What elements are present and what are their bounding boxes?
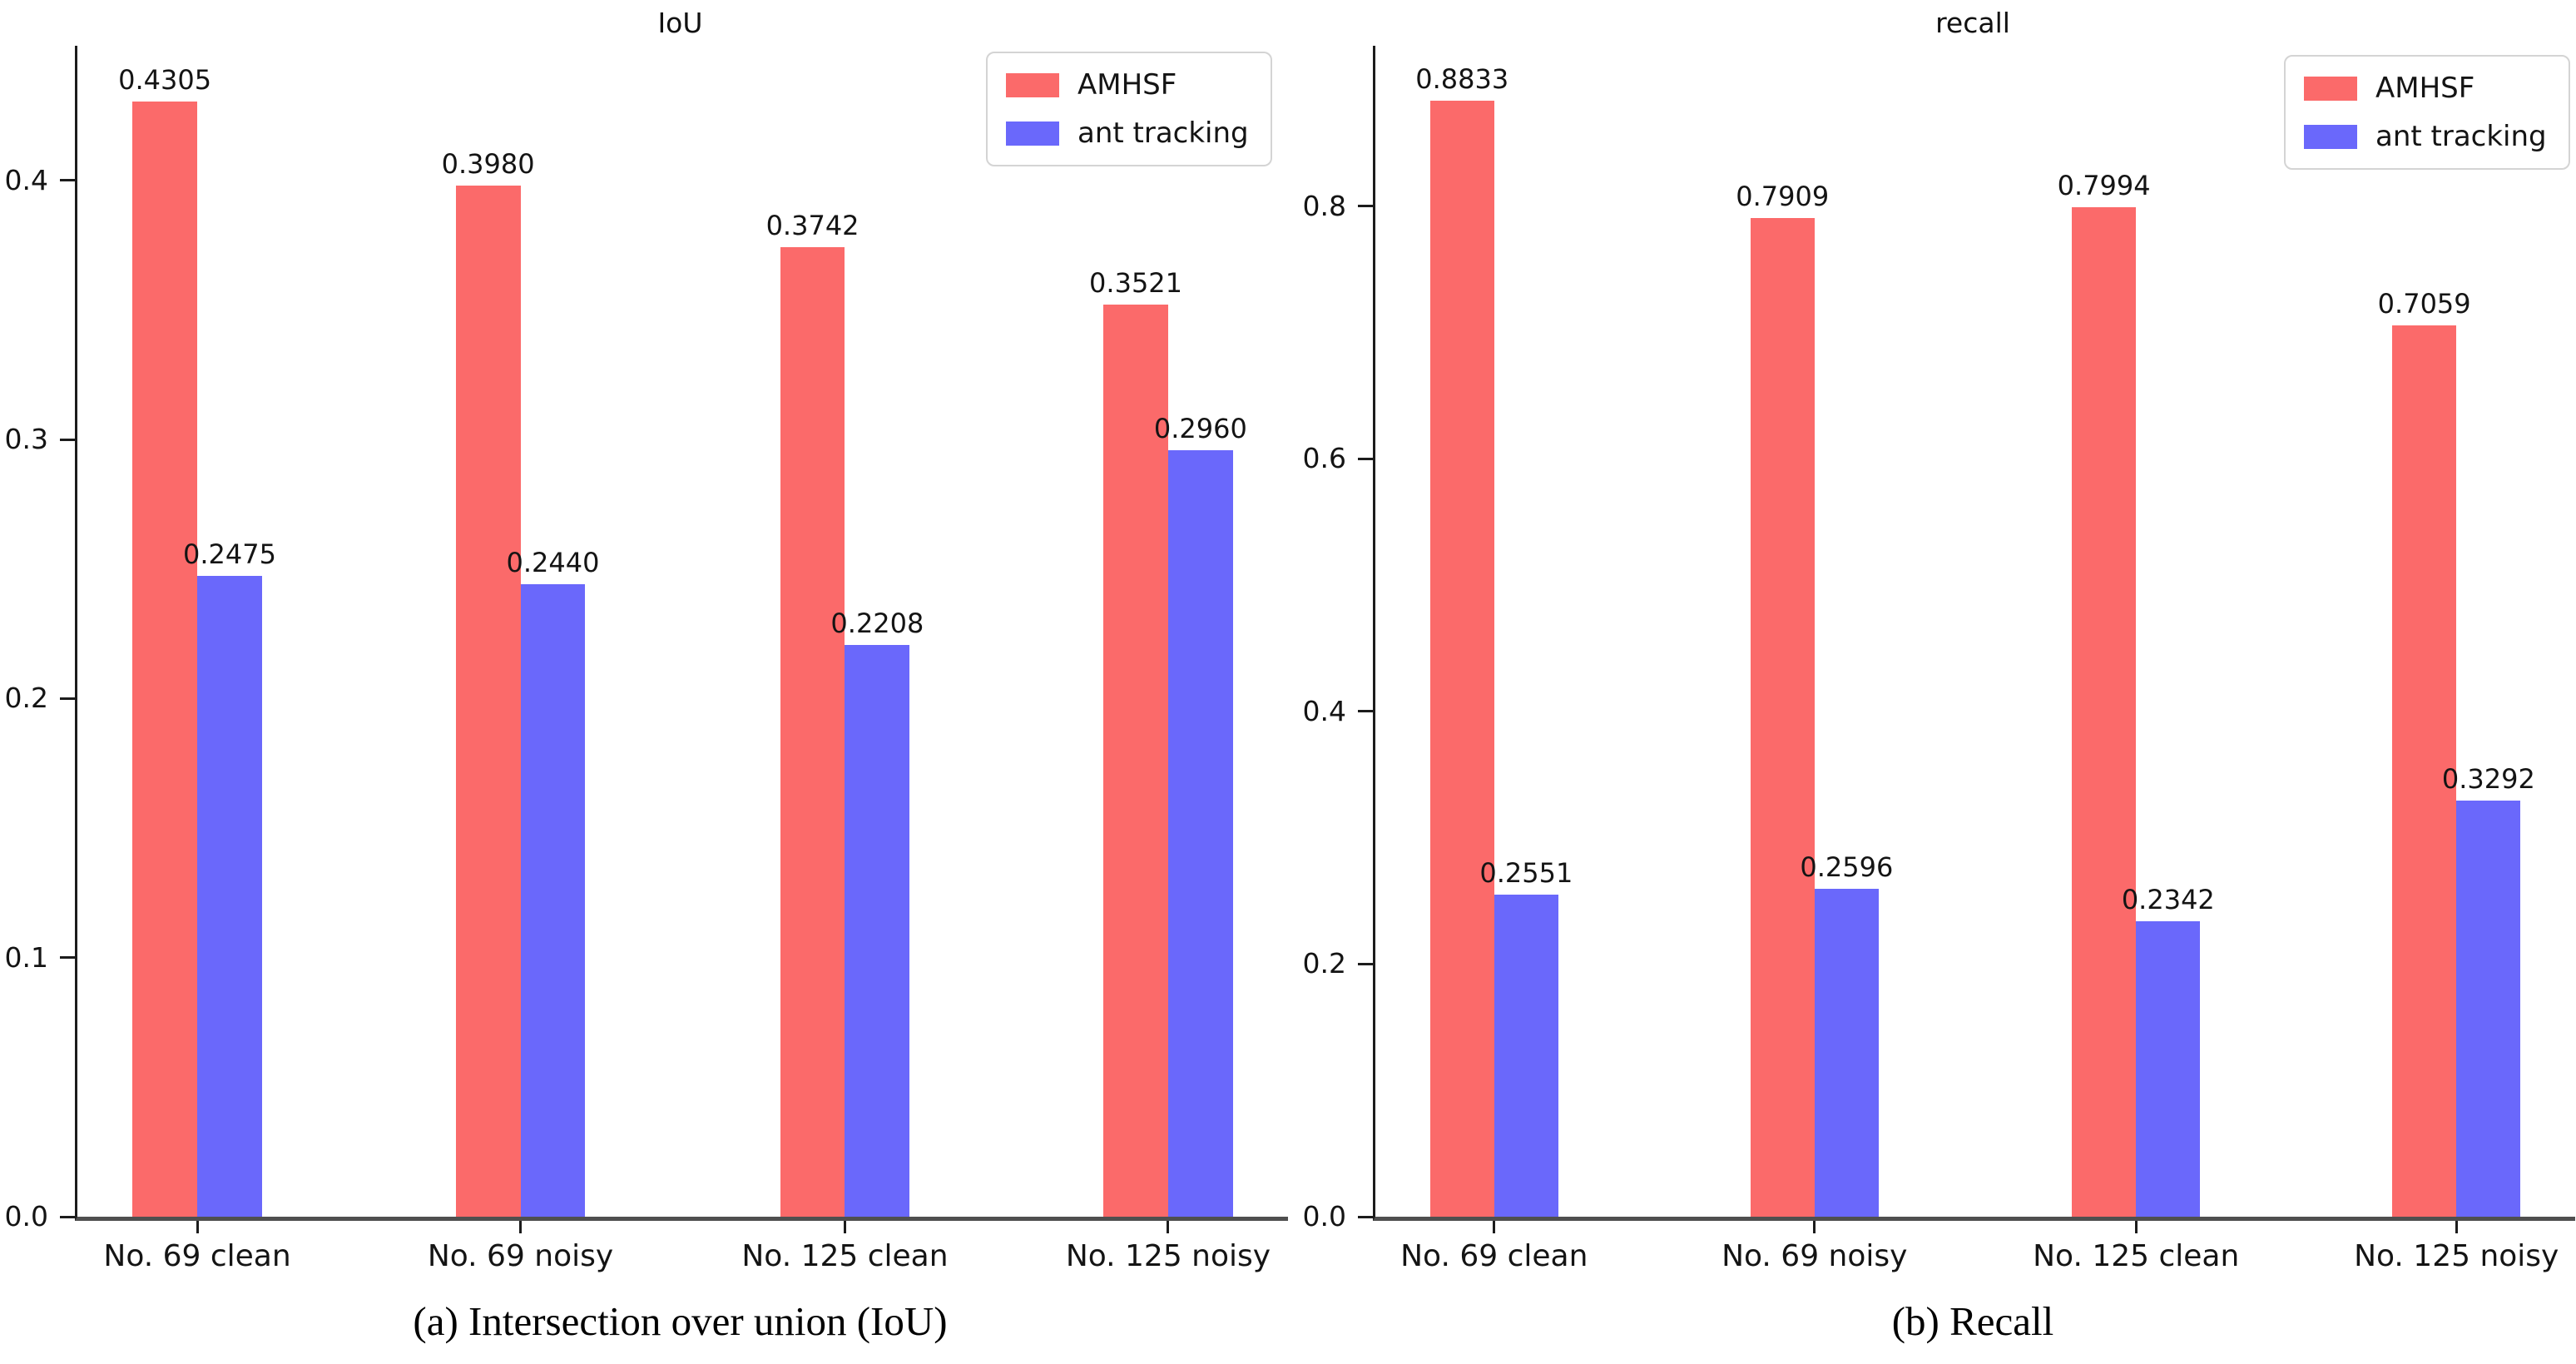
x-axis-tick (196, 1221, 199, 1233)
x-axis-tick-label: No. 69 clean (1400, 1239, 1588, 1273)
bar-value-label: 0.2440 (506, 547, 600, 579)
y-axis-tick (1358, 1215, 1373, 1218)
bar-value-label: 0.2960 (1153, 412, 1247, 444)
bar-value-label: 0.3292 (2441, 763, 2535, 796)
bar-value-label: 0.7994 (2057, 169, 2151, 201)
x-axis-tick-label: No. 69 clean (103, 1239, 291, 1273)
x-axis-tick (1813, 1221, 1816, 1233)
bar-value-label: 0.8833 (1415, 63, 1509, 96)
y-axis-tick-label: 0.4 (1302, 694, 1346, 727)
x-axis-tick-label: No. 125 clean (2033, 1239, 2240, 1273)
x-axis-tick (519, 1221, 523, 1233)
bar-value-label: 0.7059 (2377, 287, 2471, 320)
amhsf-legend-swatch (1006, 72, 1059, 97)
ant-tracking-bar (1494, 894, 1558, 1217)
bar-value-label: 0.3980 (441, 148, 535, 181)
ant-tracking-bar (197, 575, 262, 1217)
x-axis-tick (2134, 1221, 2138, 1233)
ant-tracking-legend-label: ant tracking (1077, 117, 1249, 150)
amhsf-legend-label: AMHSF (2375, 72, 2475, 105)
x-axis-tick-label: No. 125 noisy (2354, 1239, 2559, 1273)
iou-plot-area: 0.0 0.1 0.2 0.3 0.4 No. 69 clean 0.4305 0.2475 N… (5, 46, 1288, 1273)
y-axis-tick-label: 0.6 (1302, 442, 1346, 475)
y-axis-tick-label: 0.0 (1302, 1200, 1346, 1233)
x-axis-tick-label: No. 69 noisy (1721, 1239, 1908, 1273)
x-axis-tick-label: No. 69 noisy (427, 1239, 614, 1273)
bar-value-label: 0.7909 (1736, 180, 1830, 212)
ant-tracking-legend-swatch (2304, 124, 2357, 149)
amhsf-bar (1750, 217, 1815, 1217)
bar-value-label: 0.2475 (182, 538, 276, 570)
y-axis-tick (60, 438, 75, 441)
y-axis-tick (1358, 457, 1373, 460)
amhsf-bar (2392, 325, 2457, 1217)
ant-tracking-bar (2136, 920, 2201, 1217)
iou-chart-title: IoU (657, 7, 703, 39)
y-axis-tick-label: 0.2 (4, 682, 48, 715)
ant-tracking-legend-label: ant tracking (2375, 120, 2547, 153)
recall-legend: AMHSF ant tracking (2284, 55, 2570, 170)
bar-value-label: 0.3742 (765, 210, 859, 242)
caption-b: (b) Recall (1891, 1298, 2054, 1344)
y-axis-tick-label: 0.3 (4, 423, 48, 456)
amhsf-bar (780, 247, 845, 1217)
ant-tracking-legend-swatch (1006, 121, 1059, 146)
y-axis-tick-label: 0.0 (4, 1200, 48, 1233)
amhsf-bar (2072, 206, 2137, 1217)
amhsf-legend-label: AMHSF (1077, 68, 1177, 102)
amhsf-bar (455, 186, 521, 1217)
caption-a: (a) Intersection over union (IoU) (413, 1298, 948, 1344)
bar-value-label: 0.2208 (830, 607, 924, 639)
y-axis-tick (1358, 710, 1373, 713)
bar-value-label: 0.4305 (118, 63, 212, 96)
iou-legend: AMHSF ant tracking (986, 52, 1272, 166)
y-axis-tick-label: 0.2 (1302, 947, 1346, 980)
x-axis-tick (2455, 1221, 2458, 1233)
ant-tracking-bar (845, 644, 910, 1217)
ant-tracking-bar (1814, 888, 1879, 1217)
y-axis-tick (60, 179, 75, 182)
amhsf-bar (1429, 101, 1494, 1217)
legend-item-amhsf: AMHSF (1006, 67, 1249, 103)
y-axis-tick (60, 1215, 75, 1218)
legend-item-ant-tracking: ant tracking (1006, 115, 1249, 151)
ant-tracking-bar (520, 584, 586, 1217)
y-axis-tick (1358, 962, 1373, 965)
ant-tracking-bar (2456, 801, 2521, 1217)
y-axis-tick-label: 0.4 (4, 163, 48, 196)
legend-item-ant-tracking: ant tracking (2304, 118, 2547, 155)
bar-value-label: 0.2551 (1479, 856, 1573, 889)
bar-value-label: 0.2596 (1800, 851, 1894, 883)
x-axis-tick-label: No. 125 clean (741, 1239, 949, 1273)
bar-value-label: 0.3521 (1089, 266, 1183, 299)
amhsf-bar (132, 101, 198, 1217)
amhsf-legend-swatch (2304, 76, 2357, 101)
ant-tracking-bar (1167, 449, 1233, 1217)
amhsf-bar (1103, 304, 1168, 1217)
x-axis-tick (843, 1221, 846, 1233)
x-axis-tick (1167, 1221, 1170, 1233)
recall-chart-title: recall (1935, 7, 2010, 39)
bar-value-label: 0.2342 (2121, 883, 2215, 915)
x-axis-tick (1493, 1221, 1496, 1233)
recall-plot-area: 0.0 0.2 0.4 0.6 0.8 No. 69 clean 0.8833 0.2551 N… (1303, 46, 2575, 1273)
y-axis-tick-label: 0.1 (4, 940, 48, 974)
y-axis-tick-label: 0.8 (1302, 189, 1346, 222)
legend-item-amhsf: AMHSF (2304, 70, 2547, 107)
y-axis-tick (60, 697, 75, 700)
x-axis-tick-label: No. 125 noisy (1065, 1239, 1271, 1273)
y-axis-tick (60, 956, 75, 960)
y-axis-tick (1358, 205, 1373, 208)
